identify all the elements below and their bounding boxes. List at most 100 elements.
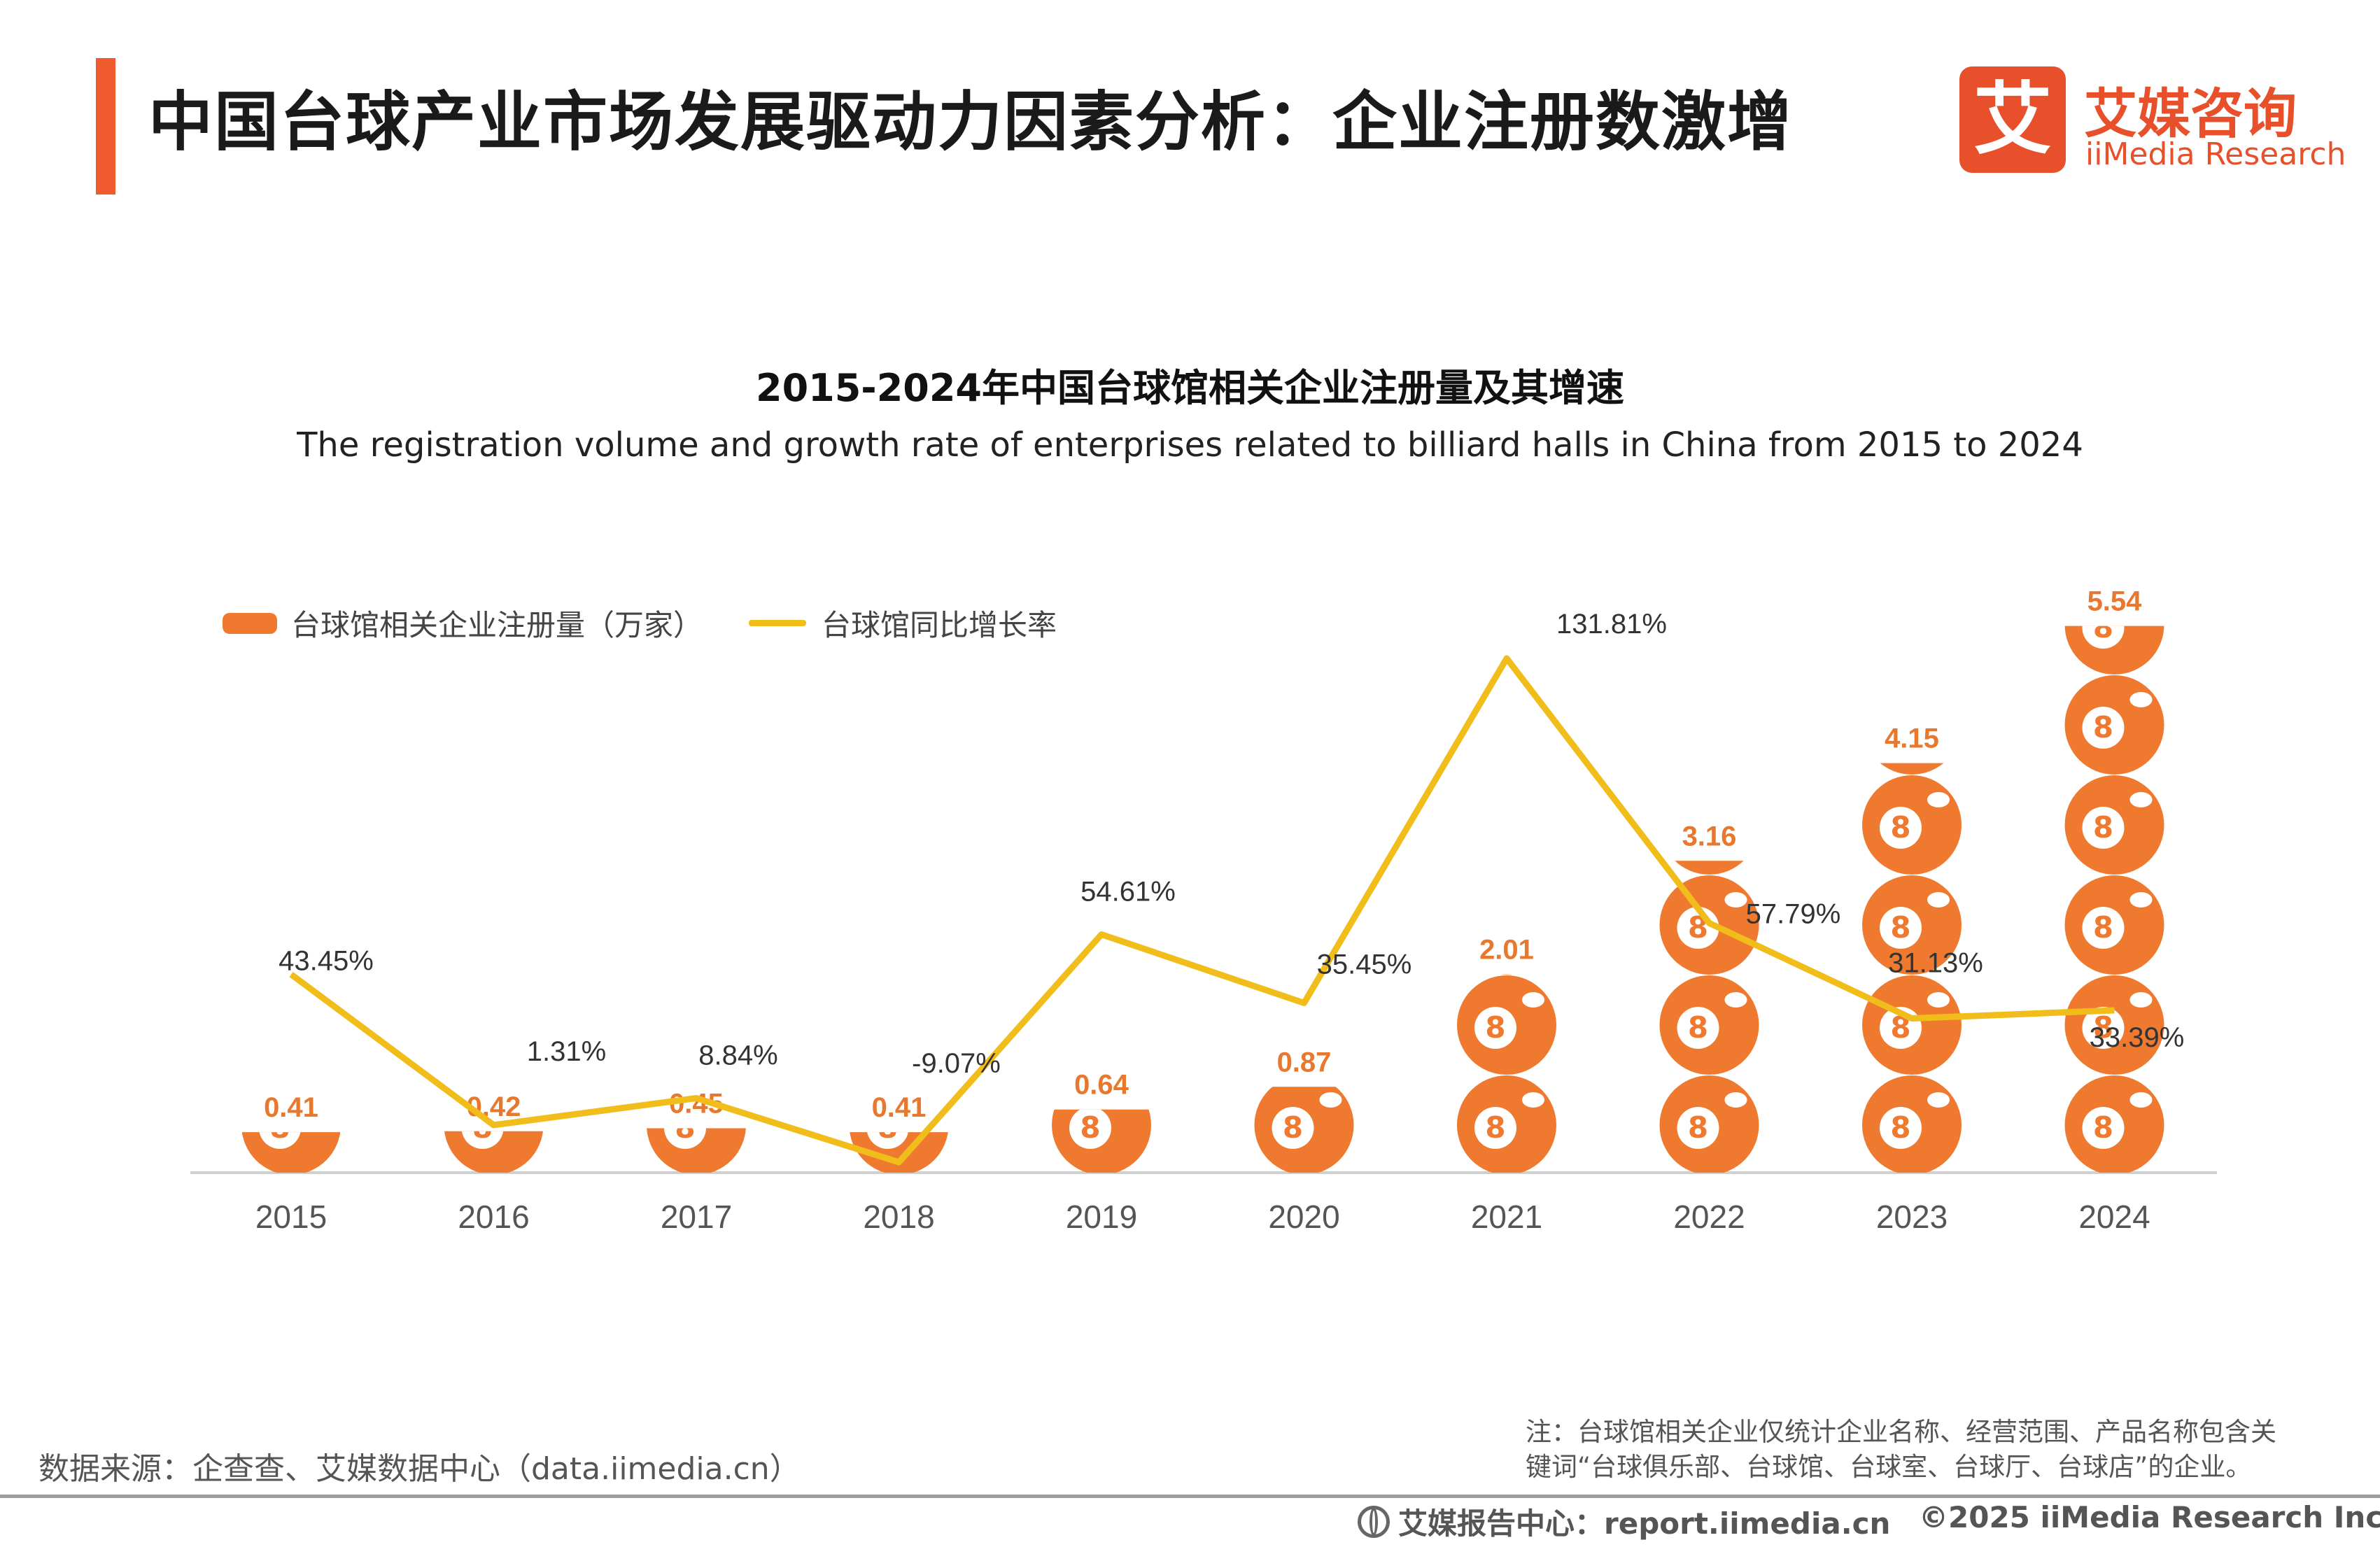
ball-number-disc <box>1880 1107 1922 1149</box>
ball-highlight <box>2129 692 2153 707</box>
ball-number-disc <box>259 1132 301 1149</box>
bar-2016: 8 <box>444 1131 543 1173</box>
ball-highlight <box>2129 792 2153 807</box>
line-label-2018: -9.07% <box>912 1048 1001 1079</box>
bar-label-2015: 0.41 <box>264 1092 318 1123</box>
ball-number-disc <box>664 1128 706 1149</box>
legend-bar-swatch <box>223 612 277 634</box>
bar-label-2021: 2.01 <box>1479 934 1534 965</box>
bar-label-2018: 0.41 <box>872 1092 927 1123</box>
line-label-2017: 8.84% <box>698 1040 777 1071</box>
billiard-ball-icon <box>1500 974 1513 975</box>
ball-number: 8 <box>1688 1010 1708 1045</box>
x-tick-2016: 2016 <box>458 1199 529 1235</box>
ball-number-disc <box>2082 807 2125 849</box>
chart-legend: 台球馆相关企业注册量（万家） 台球馆同比增长率 <box>223 602 1057 644</box>
ball-number-disc <box>2082 1107 2125 1149</box>
note-line-2: 键词“台球俱乐部、台球馆、台球室、台球厅、台球店”的企业。 <box>1526 1452 2252 1482</box>
ball-number: 8 <box>1283 1110 1303 1145</box>
bar-2024: 8 8 8 8 8 8 <box>2064 610 2164 1173</box>
line-label-2022: 57.79% <box>1746 898 1841 929</box>
x-tick-2023: 2023 <box>1876 1199 1948 1235</box>
ball-number-disc <box>461 1131 504 1149</box>
ball-highlight <box>1724 1092 1747 1108</box>
ball-number-disc <box>867 1132 908 1149</box>
page-title: 中国台球产业市场发展驱动力因素分析：企业注册数激增 <box>148 85 1794 160</box>
ball-number: 8 <box>1485 1110 1505 1145</box>
line-label-2019: 54.61% <box>1080 877 1176 907</box>
report-center-link[interactable]: 艾媒报告中心：report.iimedia.cn <box>1398 1506 1891 1541</box>
bar-label-2020: 0.87 <box>1277 1047 1332 1078</box>
bar-label-2016: 0.42 <box>467 1092 521 1122</box>
ball-number-disc <box>1880 907 1922 949</box>
legend-line-label: 台球馆同比增长率 <box>822 608 1057 642</box>
brand-logo: 艾 艾媒咨询 iiMedia Research <box>1959 66 2346 178</box>
line-label-2015: 43.45% <box>279 946 374 977</box>
ball-number: 8 <box>1890 910 1910 945</box>
ball-number: 8 <box>675 1110 695 1145</box>
ball-highlight <box>1319 1092 1342 1108</box>
ball-highlight <box>2129 892 2153 907</box>
ball-number: 8 <box>2093 1110 2113 1145</box>
legend-bar-label: 台球馆相关企业注册量（万家） <box>291 608 703 642</box>
legend-line-swatch <box>749 620 807 626</box>
ball-highlight <box>1724 992 1747 1008</box>
ball-number-disc <box>2082 626 2125 649</box>
x-tick-2017: 2017 <box>661 1199 732 1235</box>
ball-highlight <box>1927 1092 1950 1108</box>
x-tick-2020: 2020 <box>1268 1199 1339 1235</box>
ball-highlight <box>1927 992 1950 1008</box>
line-label-2016: 1.31% <box>527 1036 606 1067</box>
bar-label-2019: 0.64 <box>1074 1070 1129 1101</box>
ball-number: 8 <box>269 1110 290 1145</box>
line-label-2023: 31.13% <box>1888 948 1983 979</box>
ball-number: 8 <box>2093 810 2113 845</box>
ball-highlight <box>1927 692 1950 707</box>
ball-highlight <box>1927 792 1950 807</box>
footer-divider <box>0 1495 2380 1498</box>
ball-number: 8 <box>1485 1010 1505 1045</box>
ball-number: 8 <box>2093 610 2113 644</box>
chart-subtitle: The registration volume and growth rate … <box>297 425 2083 465</box>
line-label-2024: 33.39% <box>2090 1022 2185 1053</box>
ball-number: 8 <box>2093 710 2113 744</box>
bar-2017: 8 <box>647 1110 746 1173</box>
x-tick-2024: 2024 <box>2078 1199 2150 1235</box>
ball-number-disc <box>1677 1107 1719 1149</box>
x-tick-2018: 2018 <box>863 1199 934 1235</box>
bar-label-2022: 3.16 <box>1682 821 1737 852</box>
x-tick-2022: 2022 <box>1673 1199 1745 1235</box>
copyright: ©2025 iiMedia Research Inc <box>1919 1500 2380 1534</box>
ball-number-disc <box>2082 707 2125 749</box>
bar-2015: 8 <box>241 1110 341 1173</box>
ball-highlight <box>1927 892 1950 907</box>
ball-number-disc <box>1677 1007 1719 1049</box>
ball-highlight <box>2129 992 2153 1008</box>
ball-number: 8 <box>1688 1110 1708 1145</box>
globe-icon <box>1358 1505 1390 1538</box>
ball-number-disc <box>2082 907 2125 949</box>
ball-number: 8 <box>2093 1010 2113 1045</box>
note-line-1: 注：台球馆相关企业仅统计企业名称、经营范围、产品名称包含关 <box>1526 1417 2276 1447</box>
bar-2020: 8 <box>1254 1087 1354 1173</box>
ball-number: 8 <box>1890 810 1910 845</box>
bar-2021: 888 <box>1457 974 1556 1173</box>
x-tick-2021: 2021 <box>1471 1199 1542 1235</box>
line-label-2020: 35.45% <box>1317 949 1412 980</box>
logo-name-cn: 艾媒咨询 <box>2084 83 2297 145</box>
bar-label-2024: 5.54 <box>2087 586 2143 617</box>
ball-number: 8 <box>1890 1110 1910 1145</box>
data-source: 数据来源：企查查、艾媒数据中心（data.iimedia.cn） <box>38 1451 801 1487</box>
ball-number-disc <box>1069 1109 1111 1149</box>
x-tick-2015: 2015 <box>255 1199 327 1235</box>
bar-label-2023: 4.15 <box>1885 723 1939 754</box>
title-accent-bar <box>96 58 115 195</box>
chart-title: 2015-2024年中国台球馆相关企业注册量及其增速 <box>756 366 1624 410</box>
bar-2019: 8 <box>1052 1109 1151 1173</box>
billiard-ball-icon <box>1675 861 1744 875</box>
logo-name-en: iiMedia Research <box>2085 136 2346 172</box>
billiard-ball-icon <box>241 1132 341 1173</box>
ball-highlight <box>1724 892 1747 907</box>
line-label-2021: 131.81% <box>1556 609 1667 640</box>
